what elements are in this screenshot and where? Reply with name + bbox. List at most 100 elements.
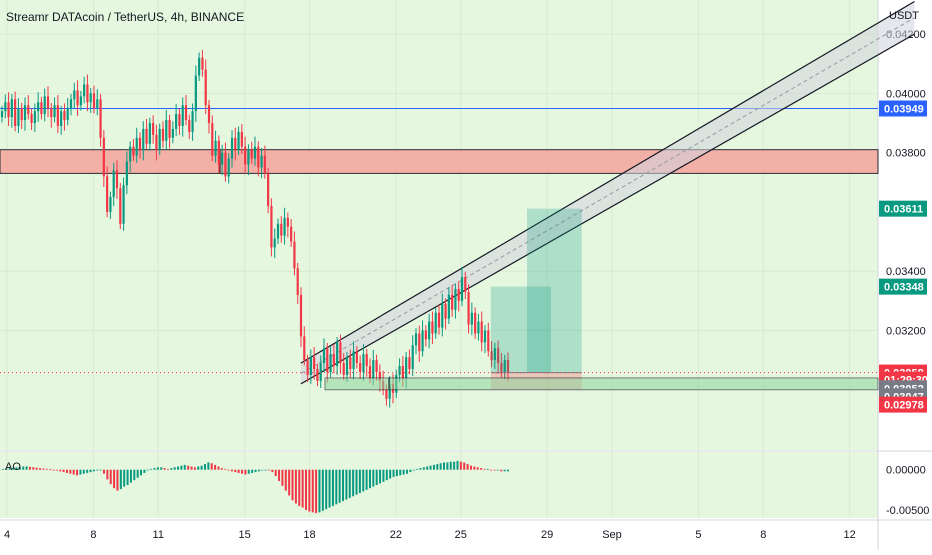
candle-body-23 [76,90,79,106]
ao-bar-144 [486,468,489,470]
price-tag-label-2: 0.03348 [884,282,924,294]
x-tick-label-4: 18 [303,529,315,541]
candle-body-74 [244,146,247,165]
ao-bar-71 [241,469,244,474]
ao-bar-102 [345,469,348,500]
candle-body-126 [414,333,418,346]
candle-body-10 [33,111,36,124]
x-tick-label-0: 4 [4,529,10,541]
ao-bar-110 [372,469,375,487]
ao-bar-68 [230,469,233,472]
ao-bar-23 [79,469,82,475]
ao-bar-5 [18,466,21,470]
candle-body-80 [263,155,266,174]
candle-body-88 [290,226,293,242]
candle-body-128 [421,330,424,352]
ao-bar-87 [294,469,297,504]
ao-bar-90 [305,469,307,510]
ao-bar-16 [55,469,58,471]
ao-bar-3 [12,467,15,470]
ao-bar-106 [358,469,361,494]
candle-body-97 [319,363,322,381]
ao-bar-14 [49,469,52,471]
ao-bar-122 [412,469,415,471]
candle-body-0 [0,111,4,118]
ao-bar-96 [325,469,328,510]
ao-bar-27 [92,469,95,472]
price-axis-background [878,0,932,550]
candle-body-147 [483,330,487,343]
candle-body-89 [293,241,296,269]
candle-body-100 [329,354,332,372]
ao-bar-124 [419,468,422,470]
candle-body-77 [253,146,257,159]
candle-body-47 [155,134,158,150]
ao-pane-background [0,452,878,518]
ao-bar-129 [436,464,439,470]
ao-bar-139 [469,465,472,470]
ao-bar-95 [321,469,324,511]
candle-body-141 [464,277,467,292]
ao-bar-114 [385,469,388,481]
ao-bar-94 [318,469,321,513]
ao-bar-47 [160,467,163,470]
ao-bar-82 [278,469,281,481]
candle-body-145 [477,321,480,334]
ao-bar-67 [227,469,230,471]
candle-body-59 [194,75,197,112]
ao-bar-22 [76,469,79,476]
candle-body-95 [313,357,316,370]
ao-bar-84 [284,469,287,491]
ao-bar-103 [348,469,351,498]
candle-body-72 [237,131,240,150]
ao-bar-149 [503,469,506,472]
ao-bar-98 [331,469,334,506]
candle-body-81 [267,173,270,206]
candle-body-60 [198,57,201,76]
ao-bar-119 [402,469,405,475]
candle-body-132 [434,312,437,334]
candle-body-43 [142,128,145,150]
x-tick-label-5: 22 [390,529,402,541]
candle-body-73 [240,131,243,147]
x-tick-label-8: Sep [602,529,622,541]
ao-bar-105 [355,469,358,495]
candle-body-54 [178,114,181,126]
price-tag-label-1: 0.03611 [884,204,923,216]
ao-bar-88 [298,469,301,506]
ao-bar-86 [291,469,294,501]
ao-bar-118 [399,469,402,476]
candle-body-103 [339,342,342,364]
candle-body-76 [250,149,253,159]
candle-body-32 [106,176,109,212]
candle-body-61 [201,57,204,70]
ao-bar-137 [463,462,466,470]
candle-body-135 [444,303,447,319]
candle-body-13 [43,96,46,115]
ao-bar-41 [140,469,143,476]
ao-bar-2 [8,468,11,470]
ao-bar-1 [5,468,8,470]
candle-body-148 [487,330,490,352]
x-tick-label-2: 11 [153,529,164,541]
channel-upper-line [300,0,915,364]
ao-bar-8 [28,466,31,470]
ao-bar-143 [483,468,486,470]
ao-bar-54 [183,464,186,470]
candle-body-146 [480,321,483,343]
ao-bar-112 [379,469,382,484]
candle-body-6 [20,108,23,121]
ao-bar-35 [119,469,122,490]
ao-bar-89 [301,469,304,508]
ao-bar-111 [375,469,378,485]
candle-body-104 [342,363,345,375]
price-tag-label-0: 0.03949 [884,103,924,115]
ao-bar-142 [480,468,483,470]
ao-bar-121 [409,469,412,473]
candle-body-12 [40,102,43,115]
ao-bar-39 [133,469,136,481]
candle-body-118 [388,383,391,399]
ao-bar-29 [99,469,102,471]
ao-bar-150 [507,469,509,472]
